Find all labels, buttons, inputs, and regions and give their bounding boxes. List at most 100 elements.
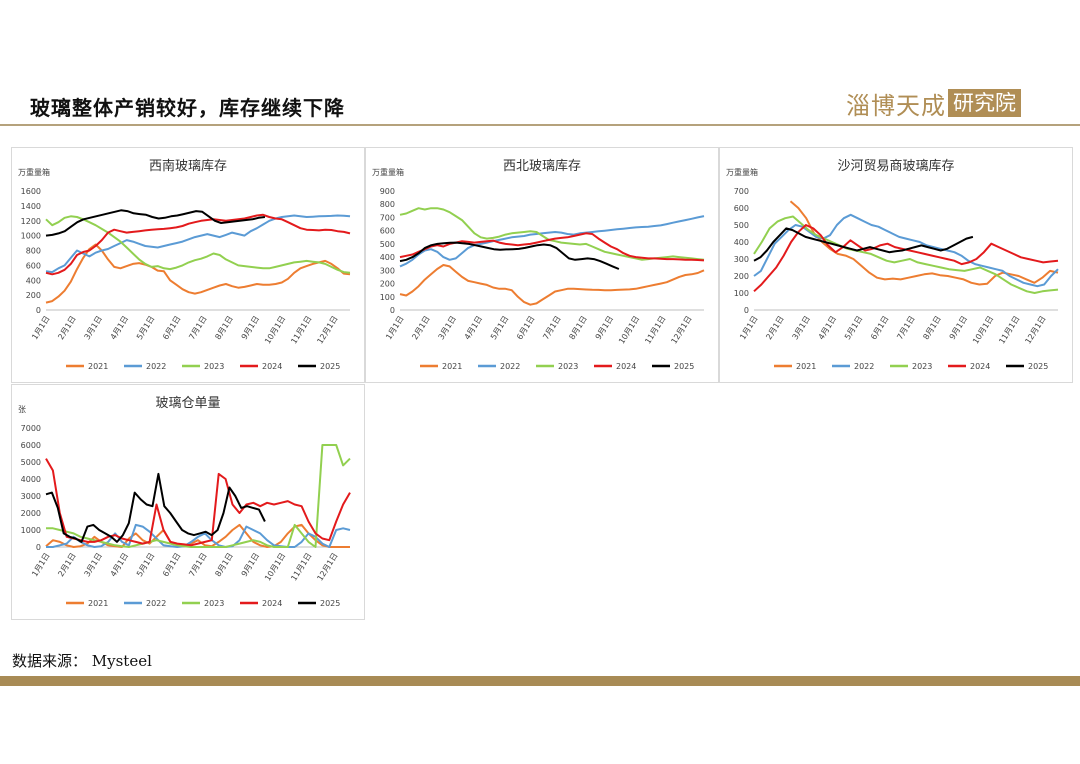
legend-label-2024: 2024 xyxy=(616,362,636,371)
x-tick-label: 7月1日 xyxy=(187,551,209,578)
legend-label-2024: 2024 xyxy=(970,362,990,371)
x-tick-label: 4月1日 xyxy=(109,551,131,578)
y-tick-label: 600 xyxy=(734,204,749,213)
chart-panel-warehouse-receipts: 玻璃仓单量张 0 1000 2000 3000 4000 5000 6000 7000 1月1日 2… xyxy=(11,384,365,620)
legend-label-2025: 2025 xyxy=(320,599,340,608)
x-tick-label: 8月1日 xyxy=(213,314,235,341)
chart-title: 玻璃仓单量 xyxy=(155,396,220,411)
x-tick-label: 4月1日 xyxy=(463,314,485,341)
y-tick-label: 6000 xyxy=(21,441,41,450)
x-tick-label: 8月1日 xyxy=(567,314,589,341)
x-tick-label: 1月1日 xyxy=(30,551,52,578)
x-tick-label: 3月1日 xyxy=(791,314,813,341)
x-tick-label: 6月1日 xyxy=(161,314,183,341)
y-tick-label: 500 xyxy=(734,221,749,230)
series-line-2021 xyxy=(399,264,705,306)
y-tick-label: 5000 xyxy=(21,458,41,467)
y-tick-label: 300 xyxy=(734,255,749,264)
x-tick-label: 2月1日 xyxy=(764,314,786,341)
x-tick-label: 9月1日 xyxy=(240,314,262,341)
y-tick-label: 200 xyxy=(26,291,41,300)
legend-label-2022: 2022 xyxy=(500,362,520,371)
legend-label-2023: 2023 xyxy=(204,599,224,608)
y-tick-label: 400 xyxy=(734,238,749,247)
y-tick-label: 700 xyxy=(734,187,749,196)
x-tick-label: 11月1日 xyxy=(997,314,1021,345)
legend-label-2021: 2021 xyxy=(796,362,816,371)
y-axis-label: 万重量箱 xyxy=(726,167,758,177)
x-tick-label: 5月1日 xyxy=(135,551,157,578)
y-axis-label: 万重量箱 xyxy=(18,167,50,177)
x-tick-label: 12月1日 xyxy=(1023,314,1047,345)
legend-label-2025: 2025 xyxy=(674,362,694,371)
y-tick-label: 100 xyxy=(380,293,395,302)
x-tick-label: 3月1日 xyxy=(437,314,459,341)
x-tick-label: 1月1日 xyxy=(738,314,760,341)
x-tick-label: 10月1日 xyxy=(263,551,287,582)
x-tick-label: 3月1日 xyxy=(83,551,105,578)
x-tick-label: 4月1日 xyxy=(817,314,839,341)
series-line-2023 xyxy=(45,215,351,274)
series-line-2024 xyxy=(45,458,351,547)
y-tick-label: 600 xyxy=(380,227,395,236)
x-tick-label: 9月1日 xyxy=(948,314,970,341)
logo-text: 淄博天成 xyxy=(846,91,946,120)
y-tick-label: 1000 xyxy=(21,526,41,535)
chart-title: 西南玻璃库存 xyxy=(149,158,227,174)
x-tick-label: 7月1日 xyxy=(187,314,209,341)
series-line-2024 xyxy=(45,213,351,276)
series-line-2023 xyxy=(399,207,705,261)
x-tick-label: 4月1日 xyxy=(109,314,131,341)
x-tick-label: 12月1日 xyxy=(669,314,693,345)
x-tick-label: 6月1日 xyxy=(161,551,183,578)
x-tick-label: 2月1日 xyxy=(56,314,78,341)
x-tick-label: 1月1日 xyxy=(384,314,406,341)
legend-label-2024: 2024 xyxy=(262,599,282,608)
title-divider xyxy=(0,124,1080,126)
y-tick-label: 100 xyxy=(734,289,749,298)
y-tick-label: 400 xyxy=(26,276,41,285)
y-axis-label: 万重量箱 xyxy=(372,167,404,177)
legend-label-2024: 2024 xyxy=(262,362,282,371)
x-tick-label: 6月1日 xyxy=(515,314,537,341)
series-line-2023 xyxy=(46,444,351,548)
series-line-2021 xyxy=(45,523,350,548)
x-tick-label: 10月1日 xyxy=(617,314,641,345)
y-tick-label: 0 xyxy=(744,306,749,315)
x-tick-label: 10月1日 xyxy=(971,314,995,345)
legend-label-2023: 2023 xyxy=(558,362,578,371)
x-tick-label: 8月1日 xyxy=(921,314,943,341)
y-tick-label: 200 xyxy=(380,280,395,289)
chart-title: 西北玻璃库存 xyxy=(503,158,581,174)
x-tick-label: 12月1日 xyxy=(315,551,339,582)
y-tick-label: 500 xyxy=(380,240,395,249)
x-tick-label: 11月1日 xyxy=(643,314,667,345)
y-tick-label: 1000 xyxy=(21,232,41,241)
y-tick-label: 0 xyxy=(36,306,41,315)
x-tick-label: 11月1日 xyxy=(289,551,313,582)
series-line-2022 xyxy=(753,213,1059,288)
x-tick-label: 2月1日 xyxy=(56,551,78,578)
series-line-2024 xyxy=(753,224,1059,293)
series-line-2025 xyxy=(753,227,974,262)
y-tick-label: 7000 xyxy=(21,424,41,433)
series-line-2025 xyxy=(45,209,266,237)
chart-panel-southwest: 西南玻璃库存 万重量箱 0 200 400 600 800 1000 1200 1400 1600 1… xyxy=(11,147,365,383)
y-tick-label: 700 xyxy=(380,213,395,222)
series-line-2023 xyxy=(753,215,1059,294)
x-tick-label: 5月1日 xyxy=(843,314,865,341)
y-tick-label: 200 xyxy=(734,272,749,281)
y-tick-label: 4000 xyxy=(21,475,41,484)
x-tick-label: 7月1日 xyxy=(541,314,563,341)
x-tick-label: 7月1日 xyxy=(895,314,917,341)
legend-label-2025: 2025 xyxy=(320,362,340,371)
legend-label-2025: 2025 xyxy=(1028,362,1048,371)
y-tick-label: 400 xyxy=(380,253,395,262)
series-line-2025 xyxy=(45,472,266,543)
page-title: 玻璃整体产销较好，库存继续下降 xyxy=(30,96,345,120)
legend-label-2022: 2022 xyxy=(146,599,166,608)
series-line-2022 xyxy=(45,214,351,274)
